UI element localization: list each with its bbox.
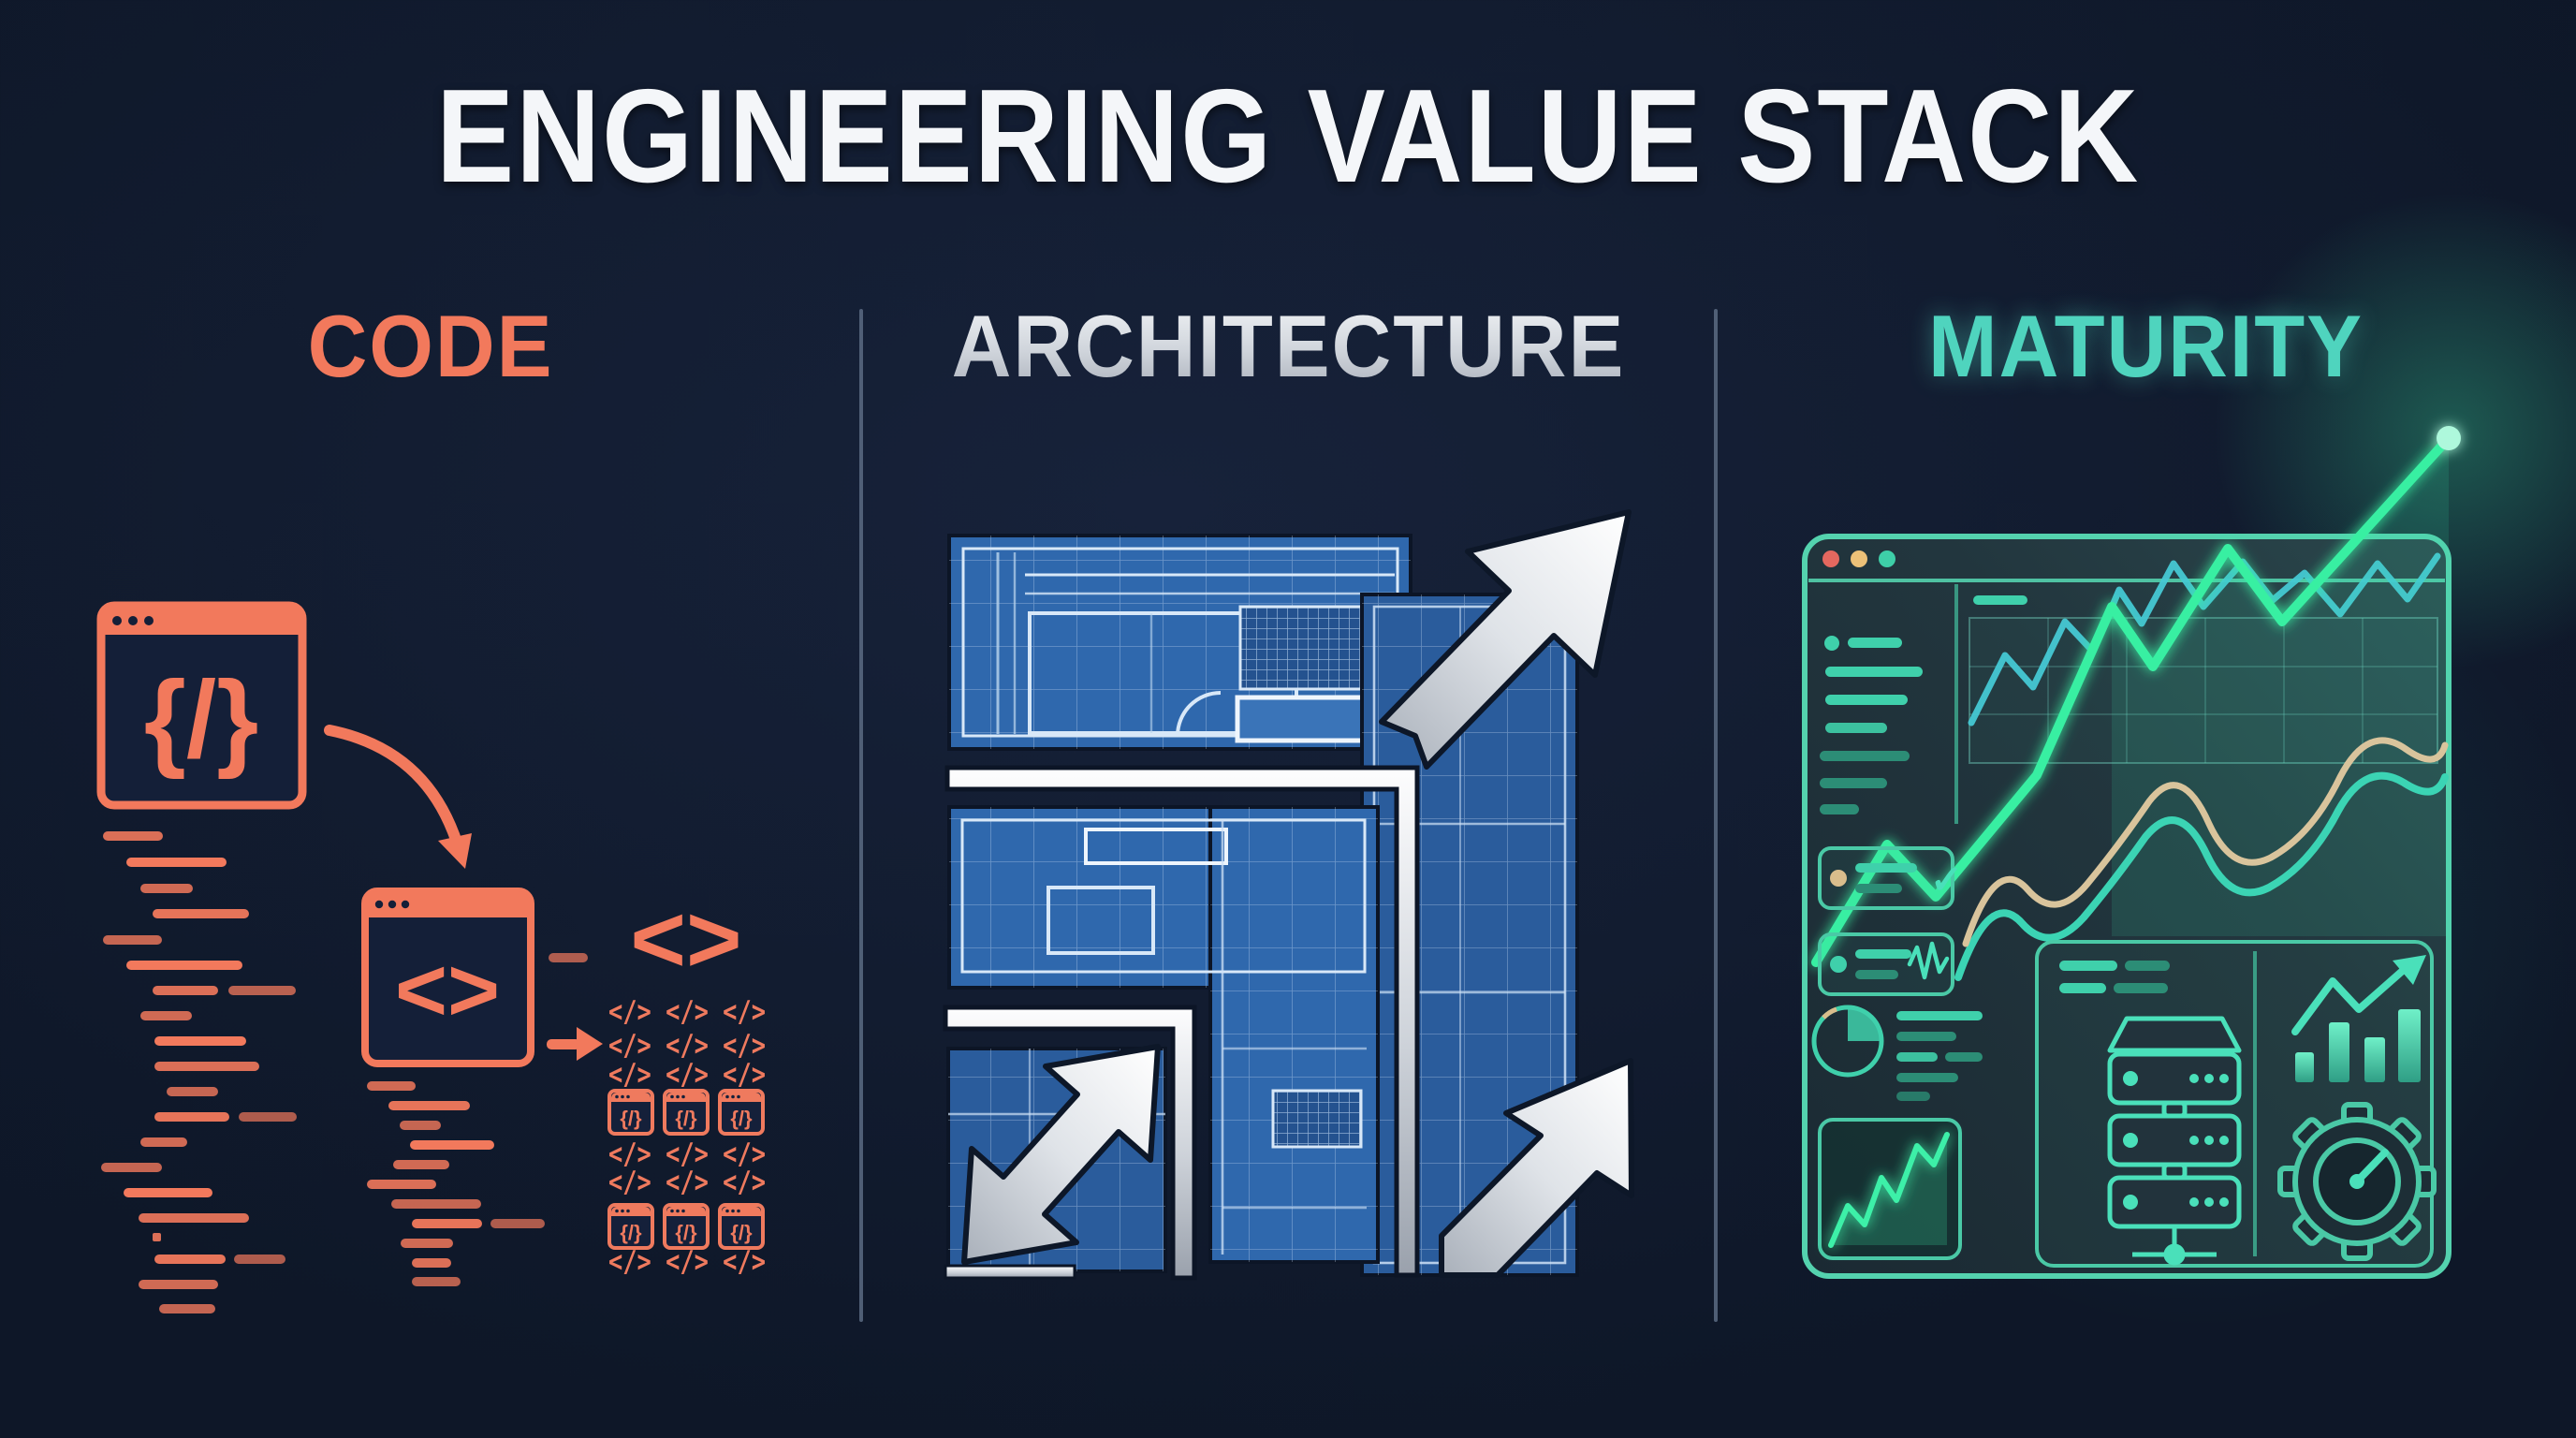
code-window-icon-small: <> <box>361 888 534 1067</box>
traffic-light-teal <box>1879 550 1895 567</box>
column-divider-left <box>859 309 863 1322</box>
traffic-light-red <box>1822 550 1839 567</box>
area-chart-card <box>1818 1118 1962 1260</box>
pie-chart <box>1811 1005 1983 1101</box>
curved-arrow-icon <box>324 725 472 869</box>
code-lines <box>101 831 297 1313</box>
tag-row: </> </> </> <box>608 1058 766 1092</box>
checkmark-icon: ✓ <box>1930 858 1963 902</box>
gear-gauge-icon <box>2277 1102 2437 1261</box>
tag-row: </> </> </> <box>608 1029 766 1063</box>
tag-row: </> </> </> <box>608 995 766 1029</box>
right-arrow-icon <box>547 1027 603 1061</box>
column-header-code: CODE <box>307 297 554 395</box>
tag-row: </> </> </> <box>608 1166 766 1199</box>
dashboard-window-icon <box>1802 534 2452 1279</box>
trend-bars-icon <box>2291 955 2426 1082</box>
growth-arrow-small <box>1439 1058 1634 1278</box>
sidebar-list <box>1820 636 1923 814</box>
growth-arrow-large <box>1379 509 1632 770</box>
column-header-architecture: ARCHITECTURE <box>886 296 1690 397</box>
tag-row: </> </> </> <box>608 1137 766 1171</box>
tag-row: </> </> </> <box>608 1245 766 1279</box>
wave-chart <box>1954 737 2449 981</box>
code-angle-glyph: <> <box>395 940 500 1040</box>
code-braces-glyph: {/} <box>144 658 259 780</box>
traffic-light-amber <box>1851 550 1867 567</box>
column-header-maturity: MATURITY <box>1928 297 2364 395</box>
code-tag-grid: <> </> </> </> </> </> </> </> </> </> <… <box>607 886 766 1279</box>
code-lines-secondary <box>367 953 588 1286</box>
column-divider-right <box>1714 309 1718 1322</box>
pulse-card <box>1818 932 1954 996</box>
pulse-waveform-icon <box>1907 941 1950 980</box>
big-angle-glyph: <> <box>630 886 741 992</box>
glow-node <box>2437 426 2461 450</box>
checklist-card: ✓ <box>1818 846 1963 910</box>
code-window-icon: {/} <box>96 601 307 810</box>
double-diagonal-arrow <box>961 1044 1161 1265</box>
silver-corner-bar <box>944 765 1420 1278</box>
line-chart <box>1811 426 2461 967</box>
server-stack-icon <box>2107 1016 2242 1266</box>
page-title: ENGINEERING VALUE STACK <box>435 62 2141 211</box>
corner-bracket <box>943 1005 1197 1281</box>
